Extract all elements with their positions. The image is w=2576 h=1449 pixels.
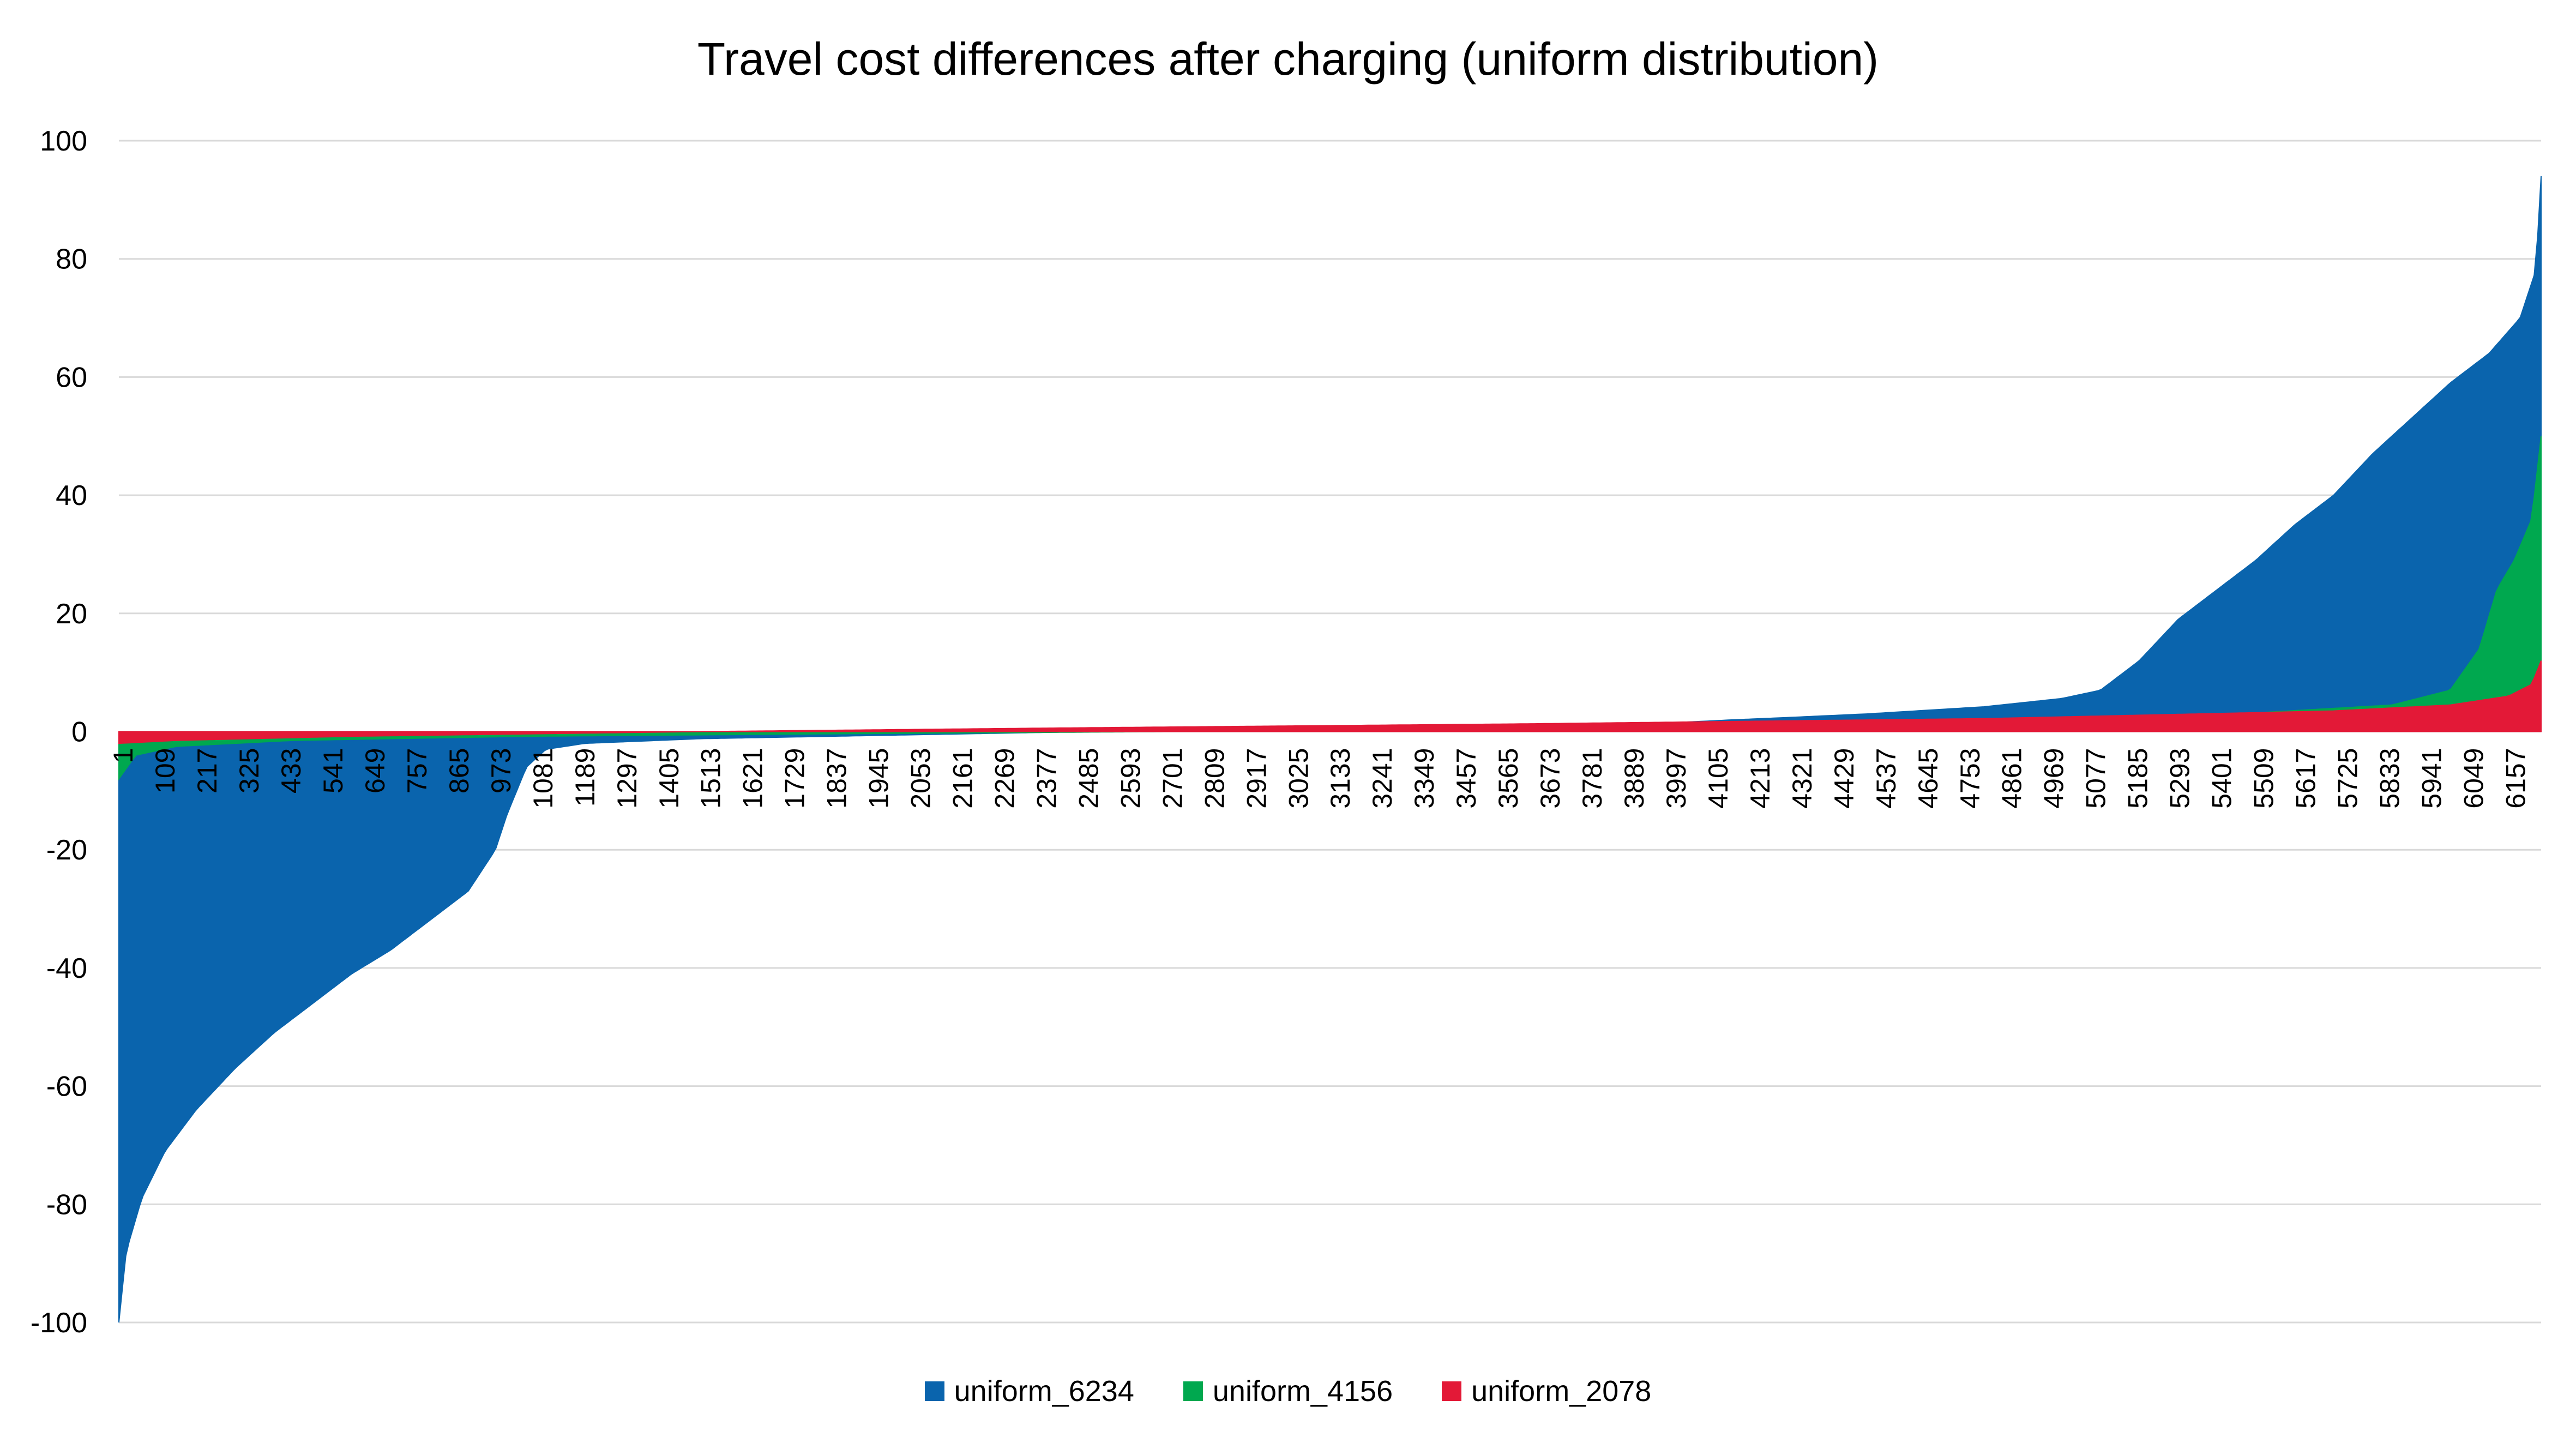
x-tick-label: 649: [360, 748, 390, 793]
x-tick-label: 217: [192, 748, 222, 793]
x-tick-label: 1297: [612, 748, 642, 809]
x-tick-label: 5941: [2416, 748, 2447, 809]
x-tick-label: 109: [150, 748, 180, 793]
x-tick-label: 1945: [864, 748, 894, 809]
x-tick-label: 6157: [2500, 748, 2531, 809]
x-tick-label: 1837: [822, 748, 852, 809]
x-tick-label: 1: [108, 748, 139, 763]
x-tick-label: 973: [486, 748, 516, 793]
x-tick-label: 1081: [528, 748, 558, 809]
x-tick-label: 4429: [1829, 748, 1859, 809]
x-tick-label: 2701: [1157, 748, 1188, 809]
x-tick-label: 2593: [1115, 748, 1146, 809]
y-tick-label: -100: [31, 1307, 87, 1339]
x-tick-label: 4321: [1787, 748, 1817, 809]
x-tick-label: 4213: [1745, 748, 1775, 809]
x-tick-label: 3997: [1661, 748, 1692, 809]
x-tick-label: 433: [276, 748, 306, 793]
legend: uniform_6234 uniform_4156 uniform_2078: [0, 1374, 2576, 1408]
legend-item-uniform-6234: uniform_6234: [924, 1374, 1134, 1408]
legend-swatch-uniform-4156: [1183, 1381, 1203, 1401]
legend-swatch-uniform-2078: [1442, 1381, 1462, 1401]
x-tick-label: 5509: [2249, 748, 2279, 809]
x-tick-label: 4861: [1997, 748, 2027, 809]
x-tick-label: 4969: [2039, 748, 2069, 809]
chart-title: Travel cost differences after charging (…: [697, 33, 1879, 85]
x-tick-label: 4753: [1955, 748, 1985, 809]
x-tick-label: 4105: [1703, 748, 1734, 809]
x-tick-label: 1405: [654, 748, 684, 809]
x-tick-label: 3457: [1451, 748, 1482, 809]
x-tick-label: 5833: [2374, 748, 2405, 809]
x-tick-label: 3781: [1577, 748, 1608, 809]
y-tick-label: -60: [46, 1071, 87, 1103]
legend-label-uniform-4156: uniform_4156: [1212, 1375, 1393, 1408]
y-tick-label: 0: [71, 717, 87, 748]
y-tick-label: 100: [40, 125, 87, 157]
legend-label-uniform-2078: uniform_2078: [1471, 1375, 1652, 1408]
x-tick-label: 541: [318, 748, 348, 793]
x-tick-label: 5617: [2290, 748, 2321, 809]
x-tick-label: 3349: [1409, 748, 1440, 809]
y-tick-label: 40: [56, 480, 87, 512]
x-tick-label: 2377: [1031, 748, 1062, 809]
y-tick-label: -80: [46, 1189, 87, 1220]
x-tick-label: 3241: [1367, 748, 1398, 809]
x-tick-label: 3673: [1535, 748, 1566, 809]
x-tick-label: 2269: [990, 748, 1020, 809]
legend-item-uniform-4156: uniform_4156: [1183, 1374, 1393, 1408]
x-tick-label: 5725: [2332, 748, 2363, 809]
x-tick-label: 3133: [1325, 748, 1356, 809]
x-tick-label: 325: [234, 748, 264, 793]
y-tick-label: 80: [56, 244, 87, 275]
x-tick-label: 5401: [2207, 748, 2237, 809]
x-tick-label: 757: [402, 748, 432, 793]
x-tick-label: 5077: [2081, 748, 2111, 809]
legend-item-uniform-2078: uniform_2078: [1442, 1374, 1651, 1408]
x-tick-label: 1189: [570, 748, 600, 807]
y-tick-label: 60: [56, 362, 87, 393]
x-tick-label: 4537: [1871, 748, 1901, 809]
x-tick-label: 6049: [2458, 748, 2489, 809]
x-tick-label: 2809: [1199, 748, 1230, 809]
x-tick-label: 2917: [1241, 748, 1272, 809]
x-tick-label: 2485: [1073, 748, 1104, 809]
x-tick-label: 865: [444, 748, 474, 793]
x-tick-label: 1729: [780, 748, 810, 809]
y-tick-label: -20: [46, 834, 87, 866]
y-tick-label: 20: [56, 598, 87, 630]
x-tick-label: 4645: [1913, 748, 1943, 809]
x-tick-label: 2161: [948, 748, 978, 809]
legend-label-uniform-6234: uniform_6234: [954, 1375, 1134, 1408]
x-tick-label: 5185: [2123, 748, 2153, 809]
x-tick-label: 3565: [1493, 748, 1524, 809]
x-tick-label: 3025: [1283, 748, 1314, 809]
legend-swatch-uniform-6234: [924, 1381, 944, 1401]
x-tick-label: 5293: [2165, 748, 2195, 809]
y-tick-label: -40: [46, 953, 87, 984]
series-area-uniform-2078: [118, 660, 2542, 744]
x-tick-label: 2053: [906, 748, 936, 809]
x-tick-label: 1513: [696, 748, 726, 809]
x-tick-label: 3889: [1619, 748, 1650, 809]
x-tick-label: 1621: [738, 748, 768, 809]
